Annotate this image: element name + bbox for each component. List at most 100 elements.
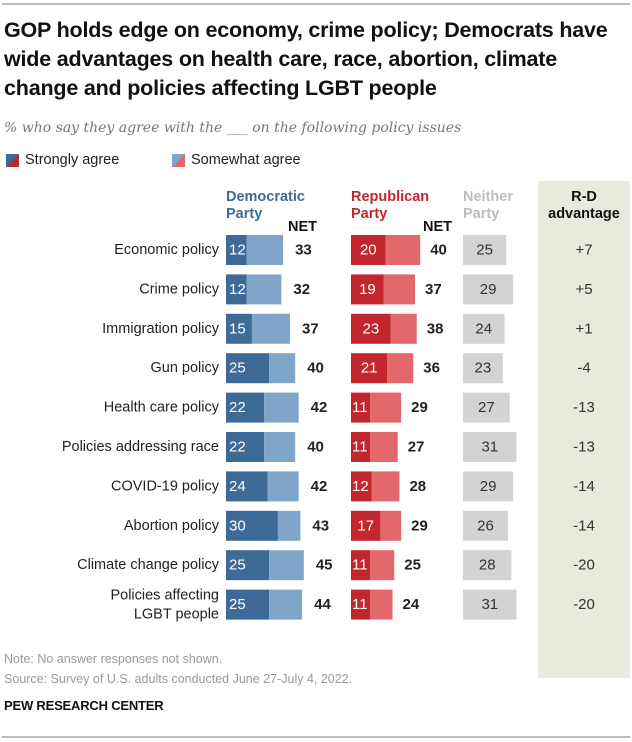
value-rep-strong: 11 [352, 399, 368, 416]
bar-dem-somewhat [277, 510, 301, 541]
legend-somewhat-agree: Somewhat agree [172, 152, 301, 168]
legend-strongly-agree: Strongly agree [6, 152, 119, 168]
value-dem-net: 44 [314, 596, 331, 613]
bar-dem-somewhat [264, 432, 296, 462]
bar-rep-strong [351, 432, 371, 462]
value-rd-advantage: +7 [575, 242, 592, 259]
top-rule [2, 3, 630, 5]
value-dem-strong: 24 [229, 478, 246, 495]
bar-dem-strong [226, 274, 247, 305]
value-dem-strong: 12 [229, 281, 246, 298]
value-rep-strong: 11 [352, 557, 368, 574]
bar-neither [463, 432, 517, 462]
value-rep-net: 40 [430, 242, 447, 259]
bar-rep-somewhat [370, 392, 402, 423]
bar-rep-somewhat [387, 353, 414, 384]
bar-rep-strong [351, 313, 391, 344]
value-dem-strong: 30 [229, 517, 246, 534]
bar-dem-somewhat [264, 392, 299, 423]
bar-neither [463, 392, 510, 423]
value-rd-advantage: -4 [577, 360, 590, 377]
value-rep-strong: 12 [352, 478, 369, 495]
chart-title: GOP holds edge on economy, crime policy;… [4, 18, 608, 100]
bar-neither [463, 510, 508, 541]
header-neither-party: Neither Party [463, 189, 513, 222]
bottom-rule [2, 736, 630, 738]
category-label: Economic policy [114, 242, 220, 258]
value-neither: 29 [480, 281, 497, 298]
value-rd-advantage: -14 [573, 517, 595, 534]
value-rep-net: 29 [411, 517, 428, 534]
category-label: Policies addressing race [62, 439, 219, 455]
category-label: COVID-19 policy [111, 478, 220, 494]
category-label: Climate change policy [77, 557, 220, 573]
value-dem-strong: 25 [229, 360, 246, 377]
value-dem-net: 45 [316, 557, 333, 574]
bar-neither [463, 471, 514, 502]
value-rep-strong: 19 [359, 281, 376, 298]
value-rep-net: 38 [427, 320, 444, 337]
value-dem-strong: 25 [229, 557, 246, 574]
legend-label: Somewhat agree [191, 152, 301, 168]
value-dem-net: 42 [311, 478, 328, 495]
bar-dem-strong [226, 353, 270, 384]
bar-rep-strong [351, 471, 372, 502]
rd-advantage-column-bg [538, 181, 630, 678]
value-rep-strong: 17 [357, 517, 374, 534]
category-label: Health care policy [104, 400, 220, 416]
bar-rep-strong [351, 589, 371, 620]
value-rep-net: 27 [408, 439, 425, 456]
value-rep-strong: 20 [360, 242, 377, 259]
bar-dem-strong [226, 313, 252, 344]
bar-rep-strong [351, 510, 381, 541]
value-rep-net: 37 [425, 281, 442, 298]
value-neither: 31 [481, 596, 498, 613]
category-label: Policies affecting [110, 588, 219, 604]
bar-rep-somewhat [385, 235, 421, 265]
value-neither: 24 [475, 320, 492, 337]
value-dem-net: 37 [302, 320, 319, 337]
bar-neither [463, 550, 512, 581]
bar-neither [463, 313, 505, 344]
bar-dem-strong [226, 471, 268, 502]
value-dem-strong: 12 [229, 242, 246, 259]
bar-dem-strong [226, 550, 270, 581]
legend-swatch-strong [6, 153, 19, 167]
bar-dem-somewhat [251, 313, 291, 344]
chart-subtitle: % who say they agree with the ___ on the… [4, 120, 462, 136]
value-rd-advantage: -13 [573, 439, 595, 456]
value-dem-strong: 22 [229, 439, 246, 456]
value-rep-net: 29 [411, 399, 428, 416]
value-neither: 26 [477, 517, 494, 534]
bar-dem-strong [226, 235, 247, 265]
legend-label: Strongly agree [25, 152, 120, 168]
bar-dem-somewhat [267, 471, 299, 502]
chart-source: Source: Survey of U.S. adults conducted … [4, 672, 353, 686]
value-rep-net: 36 [423, 360, 440, 377]
bar-rep-strong [351, 353, 388, 384]
bar-neither [463, 235, 507, 265]
category-label: Crime policy [139, 281, 220, 297]
value-rd-advantage: +1 [575, 320, 592, 337]
bar-dem-somewhat [269, 353, 296, 384]
value-dem-net: 40 [307, 439, 324, 456]
header-dem-net: NET [288, 219, 317, 235]
category-label: Abortion policy [124, 518, 220, 534]
header-rep-net: NET [423, 219, 452, 235]
value-rep-strong: 21 [361, 360, 378, 377]
value-rep-strong: 23 [363, 320, 380, 337]
bar-rep-somewhat [370, 432, 398, 462]
bar-dem-somewhat [269, 589, 303, 620]
value-rd-advantage: -14 [573, 478, 595, 495]
value-neither: 27 [478, 399, 495, 416]
value-neither: 31 [481, 439, 498, 456]
legend-swatch-somewhat [172, 153, 185, 167]
bar-dem-strong [226, 589, 270, 620]
value-rep-strong: 11 [352, 439, 368, 456]
value-rep-net: 28 [409, 478, 426, 495]
bar-dem-somewhat [246, 235, 284, 265]
value-rd-advantage: -20 [573, 557, 595, 574]
value-dem-net: 43 [312, 517, 329, 534]
chart-note: Note: No answer responses not shown. [4, 652, 223, 666]
category-label: Immigration policy [102, 321, 220, 337]
